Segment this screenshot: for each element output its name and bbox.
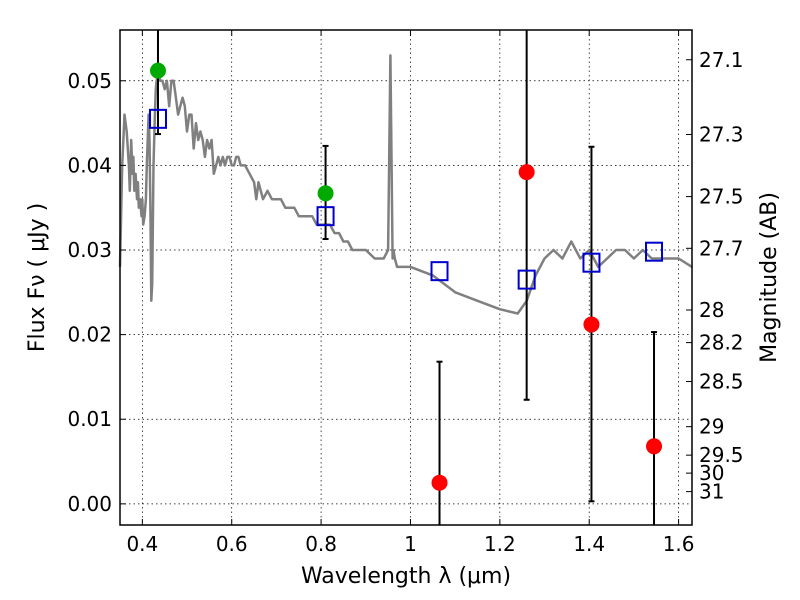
plot-frame [119,29,693,526]
grid-lines [120,30,692,525]
mag-tick-label: 29.5 [699,443,744,467]
y-tick-label: 0.00 [67,492,112,516]
non-detection-marker [646,438,663,455]
mag-tick-label: 30 [699,461,724,485]
mag-tick-label: 27.7 [699,236,744,260]
mag-axis-label: Magnitude (AB) [757,192,782,363]
data-markers [148,62,664,491]
model-sed-curve [118,54,693,315]
x-tick-label: 1.2 [484,532,516,556]
y-tick-label: 0.02 [67,323,112,347]
model-photometry-marker [430,261,449,282]
x-tick-label: 1.4 [573,532,605,556]
non-detection-marker [583,316,600,333]
model-photometry-marker [645,241,664,262]
detection-marker [317,185,334,202]
y-tick-label: 0.04 [67,153,112,177]
x-tick-label: 0.8 [305,532,337,556]
error-bars [154,30,658,525]
model-photometry-marker [517,269,536,290]
x-tick-label: 0.4 [126,532,158,556]
x-tick-label: 1.6 [663,532,695,556]
mag-tick-label: 29 [699,415,724,439]
y-axis-label: Flux Fν ( μJy ) [25,203,50,352]
mag-tick-label: 27.3 [699,122,744,146]
non-detection-marker [518,164,535,181]
mag-tick-label: 28.2 [699,331,744,355]
y-tick-label: 0.05 [67,69,112,93]
model-photometry-marker [316,206,335,227]
model-photometry-marker [582,252,601,273]
y-tick-label: 0.03 [67,238,112,262]
y-tick-label: 0.01 [67,407,112,431]
mag-tick-label: 28.5 [699,370,744,394]
axis-ticks: 0.4 0.6 0.8 1 1.2 1.4 1.6 0.00 0.01 0.02 0.03 0.04 0… [67,30,744,556]
non-detection-marker [431,474,448,491]
x-tick-label: 1 [404,532,417,556]
mag-tick-label: 27.5 [699,185,744,209]
mag-tick-label: 28 [699,298,724,322]
model-photometry-marker [148,108,167,129]
x-tick-label: 0.6 [216,532,248,556]
detection-marker [149,62,166,79]
mag-tick-label: 31 [699,480,724,504]
mag-tick-label: 27.1 [699,48,744,72]
x-axis-label: Wavelength λ (μm) [301,564,511,589]
